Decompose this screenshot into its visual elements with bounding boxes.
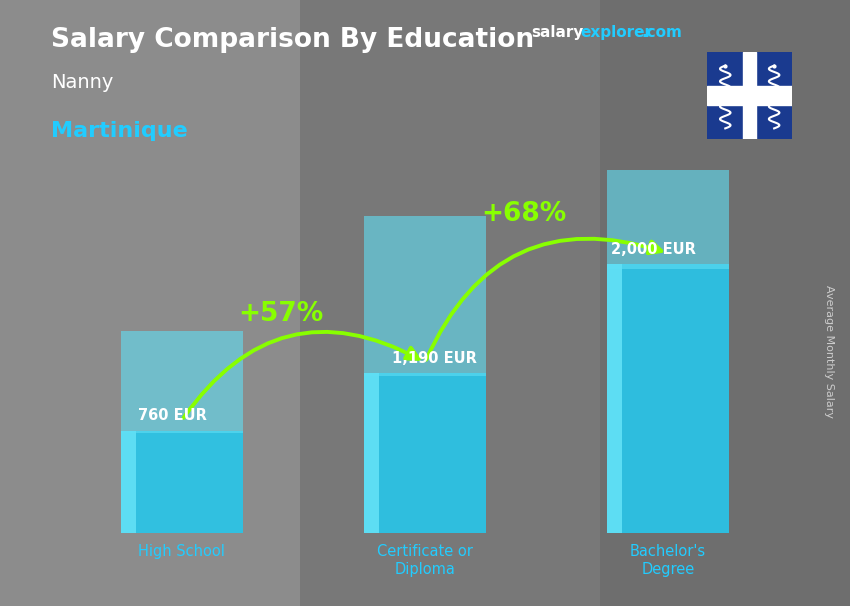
Text: salary: salary — [531, 25, 584, 41]
Bar — [607, 264, 622, 533]
Text: Salary Comparison By Education: Salary Comparison By Education — [51, 27, 534, 53]
Bar — [607, 0, 728, 269]
Bar — [121, 331, 243, 433]
Text: 2,000 EUR: 2,000 EUR — [610, 242, 695, 256]
Text: +68%: +68% — [481, 201, 567, 227]
Bar — [364, 216, 485, 376]
Text: Nanny: Nanny — [51, 73, 113, 92]
Bar — [121, 431, 136, 533]
Bar — [743, 52, 756, 139]
Text: explorer: explorer — [581, 25, 653, 41]
Bar — [364, 373, 485, 533]
Text: .com: .com — [642, 25, 683, 41]
Bar — [607, 264, 728, 533]
Bar — [364, 373, 379, 533]
Text: Martinique: Martinique — [51, 121, 188, 141]
Text: +57%: +57% — [238, 301, 324, 327]
Text: 1,190 EUR: 1,190 EUR — [392, 351, 477, 366]
Text: 760 EUR: 760 EUR — [138, 408, 207, 423]
Bar — [707, 86, 792, 105]
Text: Average Monthly Salary: Average Monthly Salary — [824, 285, 834, 418]
Bar — [121, 431, 243, 533]
